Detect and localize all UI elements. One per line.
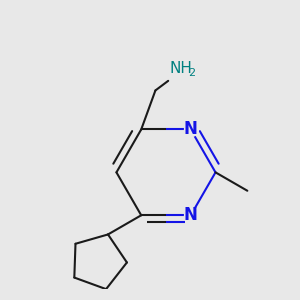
Text: N: N [184,206,198,224]
Text: 2: 2 [188,68,196,78]
Text: NH: NH [170,61,193,76]
Text: N: N [184,121,198,139]
